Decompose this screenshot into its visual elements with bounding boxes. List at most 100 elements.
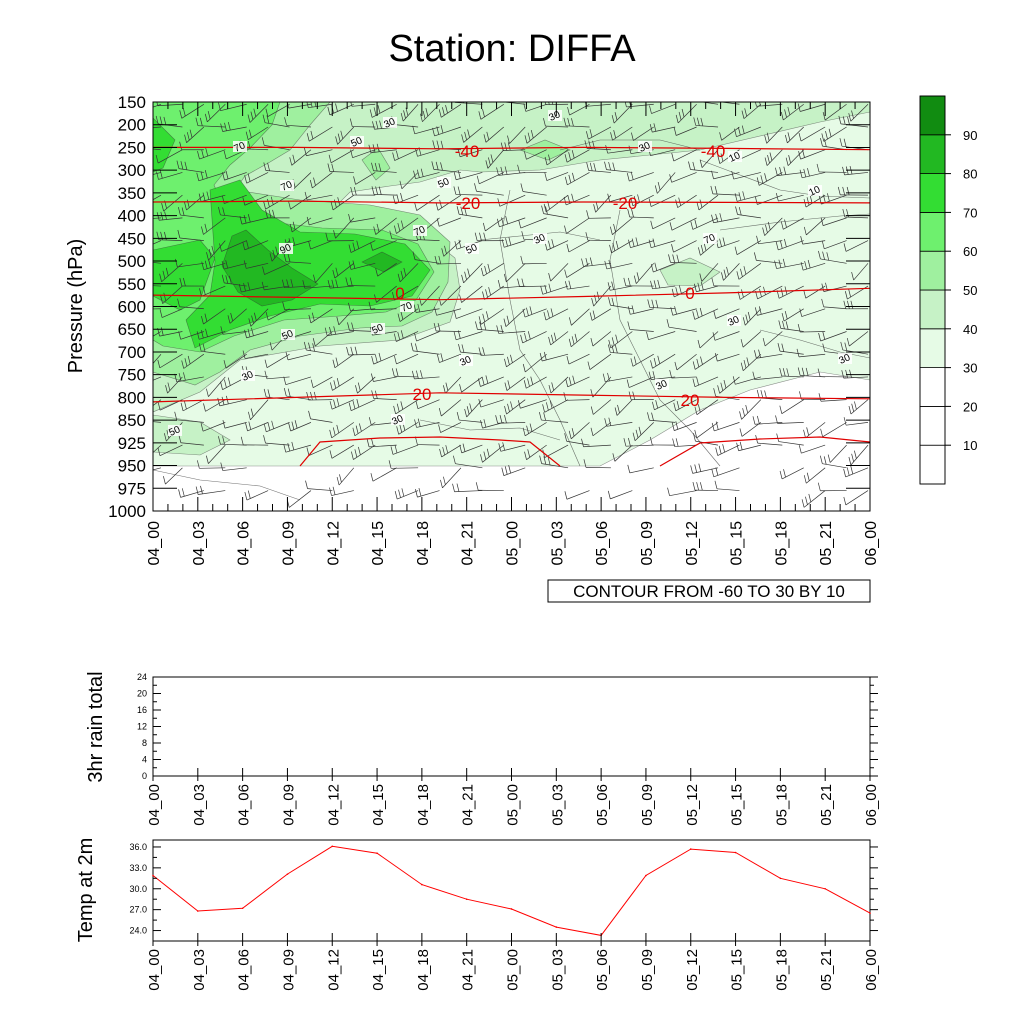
wind-barb-flag (608, 491, 610, 499)
wind-barb (804, 422, 826, 437)
rain-frame (153, 677, 870, 776)
x-tick-label: 05_09 (639, 521, 656, 566)
y-tick-label: 20 (137, 689, 147, 699)
wind-barb-shaft (742, 422, 761, 436)
wind-barb-flag (802, 499, 804, 507)
x-tick-label: 05_15 (729, 784, 746, 826)
wind-barb-flag (799, 445, 801, 453)
wind-barb-flag (457, 484, 459, 492)
wind-barb-flag (700, 482, 702, 490)
wind-barb-flag (828, 455, 830, 463)
temp-point (869, 912, 871, 914)
temp-axes: 24.027.030.033.036.004_00 04_03 04_06 04_09… (129, 842, 880, 991)
wind-barb-shaft (846, 422, 868, 425)
wind-barb (395, 488, 418, 499)
colorbar-swatch (920, 290, 945, 329)
wind-barb-flag (200, 486, 202, 494)
y-tick-label: 550 (118, 275, 146, 294)
wind-barb-flag (693, 482, 695, 490)
wind-barb-flag (761, 390, 763, 398)
colorbar-swatch (920, 445, 945, 484)
wind-barb-flag (668, 488, 670, 496)
wind-barb (753, 416, 782, 424)
wind-barb-shaft (806, 468, 825, 483)
y-tick-label: 24 (137, 672, 147, 682)
wind-barb-shaft (223, 468, 247, 471)
rain-panel: 0481216202404_00 04_03 04_06 04_09 04_12 04_1… (85, 671, 880, 825)
colorbar-label: 90 (963, 128, 977, 143)
wind-barb (179, 488, 204, 497)
wind-barb (565, 491, 590, 500)
wind-barb-shaft (397, 491, 418, 500)
x-tick-label: 05_09 (639, 949, 656, 991)
x-tick-label: 05_12 (684, 521, 701, 566)
wind-barb (804, 468, 825, 483)
temperature-contour-label: 0 (395, 284, 404, 303)
wind-barb-flag (716, 448, 718, 456)
wind-barb (163, 468, 182, 484)
cross-section-panel: 70 5030 3030101070 5090705030 70705050303030… (65, 92, 880, 602)
wind-barb (737, 442, 761, 451)
y-tick-label: 300 (118, 161, 146, 180)
temp-point (735, 852, 737, 854)
wind-barb (476, 482, 504, 490)
wind-barb-shaft (717, 489, 739, 491)
wind-barb-flag (509, 465, 511, 473)
x-tick-label: 04_03 (191, 949, 208, 991)
y-tick-label: 350 (118, 184, 146, 203)
wind-barb-flag (717, 94, 719, 102)
temperature-contour-label: -40 (701, 142, 726, 161)
colorbar: 102030405060708090 (920, 96, 977, 484)
colorbar-label: 60 (963, 244, 977, 259)
x-tick-label: 04_12 (325, 784, 342, 826)
wind-barb (820, 456, 846, 468)
wind-barb (828, 445, 846, 462)
wind-barb-flag (824, 456, 826, 464)
temp-line (153, 846, 870, 935)
x-tick-label: 04_15 (370, 784, 387, 826)
x-tick-label: 04_12 (325, 949, 342, 991)
x-tick-label: 04_09 (280, 949, 297, 991)
y-tick-label: 1000 (108, 502, 146, 521)
wind-barb-flag (333, 487, 335, 495)
wind-barb-flag (306, 481, 308, 489)
wind-barb-shaft (830, 445, 846, 462)
x-tick-label: 04_06 (236, 949, 253, 991)
x-tick-label: 04_00 (146, 949, 163, 991)
wind-barb-flag (746, 405, 748, 413)
colorbar-swatch (920, 135, 945, 174)
wind-barb-flag (695, 465, 697, 473)
wind-barb-flag (719, 446, 721, 454)
wind-barb-flag (849, 406, 851, 414)
wind-barb-flag (245, 492, 247, 500)
wind-barb (337, 468, 354, 485)
y-tick-label: 650 (118, 320, 146, 339)
x-tick-label: 05_21 (818, 949, 835, 991)
temp-point (824, 888, 826, 890)
temp-point (780, 878, 782, 880)
wind-barb (628, 465, 654, 473)
y-tick-label: 16 (137, 705, 147, 715)
y-tick-label: 400 (118, 207, 146, 226)
wind-barb (672, 421, 696, 430)
x-tick-label: 04_15 (370, 521, 387, 566)
y-tick-label: 500 (118, 252, 146, 271)
x-tick-label: 04_06 (236, 784, 253, 826)
wind-barb-shaft (610, 491, 632, 499)
wind-barb-flag (476, 482, 478, 490)
colorbar-label: 10 (963, 438, 977, 453)
colorbar-swatch (920, 251, 945, 290)
x-tick-label: 04_09 (280, 521, 297, 566)
wind-barb-flag (818, 483, 820, 491)
y-tick-label: 450 (118, 229, 146, 248)
wind-barb-shaft (851, 445, 868, 465)
y-tick-label: 12 (137, 722, 147, 732)
wind-barb-shaft (758, 443, 783, 445)
wind-barb (802, 491, 825, 508)
x-tick-label: 05_15 (729, 949, 746, 991)
temp-panel: 24.027.030.033.036.004_00 04_03 04_06 04_09… (75, 838, 880, 991)
wind-barb-shaft (247, 491, 268, 501)
temp-point (421, 884, 423, 886)
wind-barb-flag (757, 390, 759, 398)
wind-barb-flag (807, 473, 809, 481)
